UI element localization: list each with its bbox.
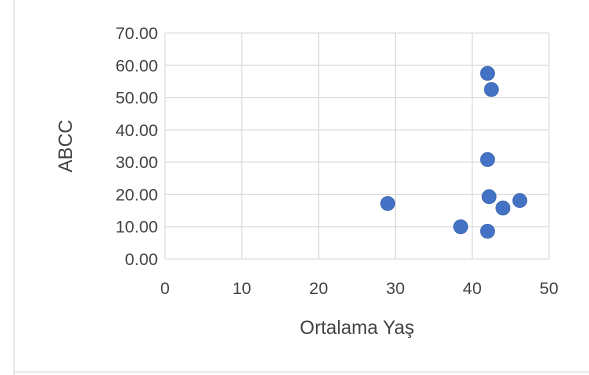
data-point xyxy=(481,189,497,205)
data-point xyxy=(480,223,495,239)
x-axis-tick-labels: 0 10 20 30 40 50 xyxy=(160,279,558,298)
data-point xyxy=(483,82,499,97)
x-tick-label: 0 xyxy=(160,279,169,298)
data-point xyxy=(480,152,495,167)
x-axis-title: Ortalama Yaş xyxy=(300,318,414,339)
x-tick-label: 10 xyxy=(232,279,251,298)
x-tick-label: 20 xyxy=(309,279,328,298)
data-points xyxy=(380,65,528,239)
y-tick-label: 0.00 xyxy=(125,250,158,269)
data-point xyxy=(480,65,495,81)
x-tick-label: 50 xyxy=(540,279,559,298)
y-axis-title: ABCC xyxy=(56,120,77,173)
y-tick-label: 20.00 xyxy=(115,185,158,204)
y-tick-label: 60.00 xyxy=(115,56,158,75)
y-tick-label: 30.00 xyxy=(115,153,158,172)
y-tick-label: 10.00 xyxy=(115,218,158,237)
x-tick-label: 30 xyxy=(386,279,405,298)
y-tick-label: 70.00 xyxy=(115,24,158,43)
data-point xyxy=(453,219,469,235)
y-tick-label: 50.00 xyxy=(115,89,158,108)
y-axis-tick-labels: 0.00 10.00 20.00 30.00 40.00 50.00 60.00 70.00 xyxy=(115,24,158,269)
data-point xyxy=(380,196,396,211)
data-point xyxy=(495,200,511,216)
data-point xyxy=(512,193,528,208)
x-tick-label: 40 xyxy=(463,279,482,298)
grid-lines xyxy=(164,32,550,260)
y-tick-label: 40.00 xyxy=(115,121,158,140)
